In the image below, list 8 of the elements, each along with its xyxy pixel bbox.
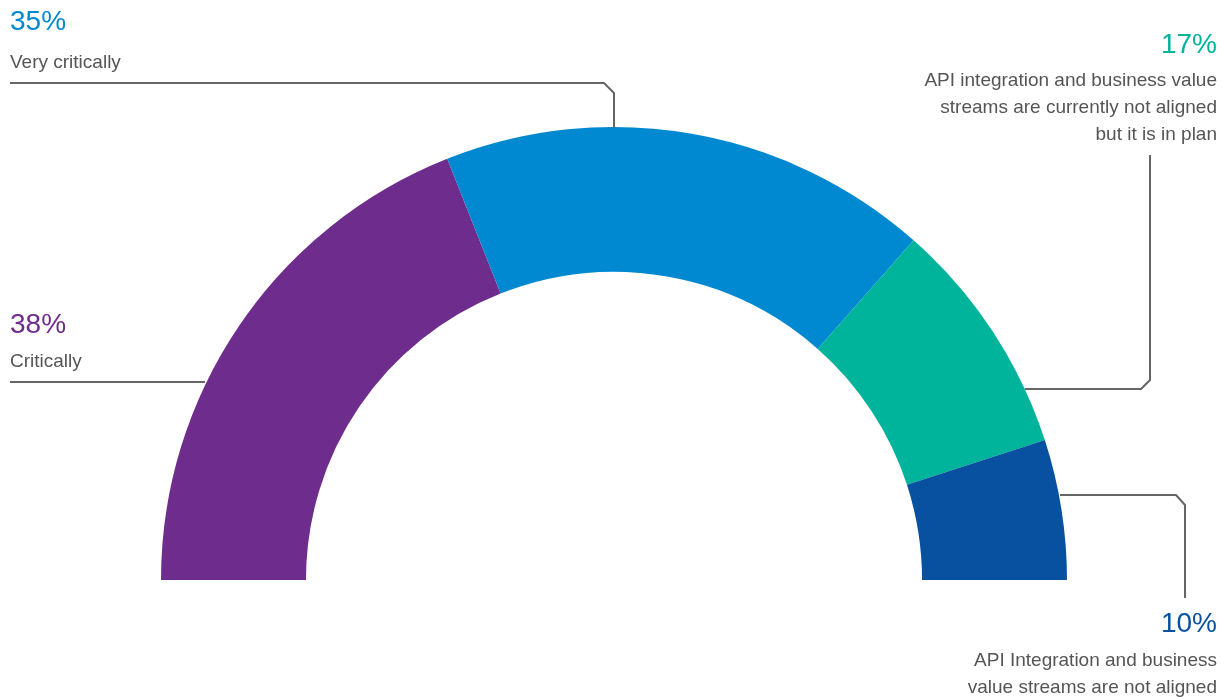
data-label: 38% (10, 307, 67, 339)
slice-label: API Integration and business value streams are not aligned (967, 649, 1217, 697)
data-label: 17% (1160, 27, 1217, 59)
slice-label: Critically (10, 350, 83, 372)
data-label: 35% (10, 4, 67, 36)
data-label: 10% (1160, 606, 1217, 638)
slice-label: API integration and business value streams are currently not aligned but it is in plan (924, 69, 1217, 145)
slice-label: Very critically (10, 51, 122, 73)
